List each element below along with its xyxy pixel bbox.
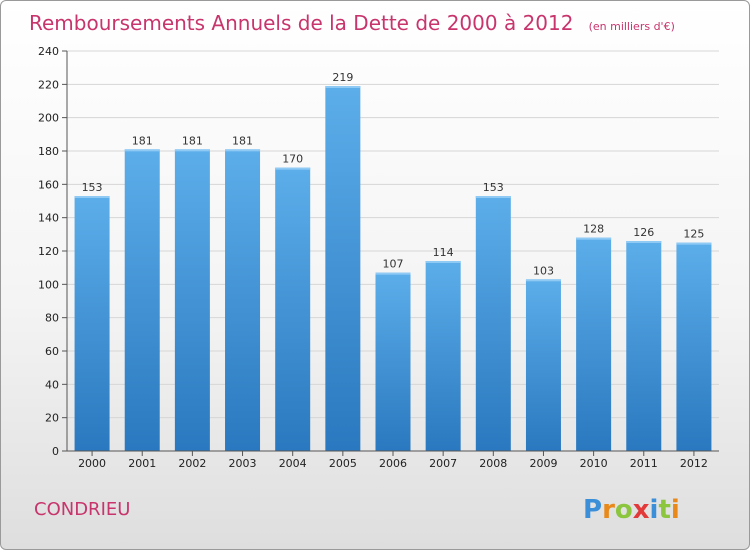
bar-top-highlight bbox=[425, 261, 461, 263]
logo-letter: i bbox=[650, 495, 659, 525]
bar-top-highlight bbox=[375, 272, 411, 275]
bar-top-highlight bbox=[225, 149, 261, 152]
data-label: 103 bbox=[533, 264, 554, 277]
data-label: 153 bbox=[82, 181, 103, 194]
bars: 153 181 181 181 170 219 107 114 153 103 128 126 125 bbox=[74, 71, 712, 452]
data-label: 126 bbox=[633, 226, 654, 239]
bar bbox=[74, 196, 110, 451]
bar bbox=[475, 196, 511, 451]
data-label: 219 bbox=[332, 71, 353, 84]
x-tick-label: 2002 bbox=[178, 457, 206, 470]
data-label: 181 bbox=[132, 134, 153, 147]
x-tick-label: 2000 bbox=[78, 457, 106, 470]
data-label: 114 bbox=[433, 246, 454, 259]
logo-letter: P bbox=[583, 495, 602, 525]
logo-letter: r bbox=[602, 495, 615, 525]
bar bbox=[576, 237, 612, 451]
data-label: 181 bbox=[232, 134, 253, 147]
x-tick-label: 2006 bbox=[379, 457, 407, 470]
data-label: 128 bbox=[583, 223, 604, 236]
y-tick-label: 140 bbox=[38, 212, 59, 225]
bar-top-highlight bbox=[174, 149, 210, 152]
data-label: 181 bbox=[182, 134, 203, 147]
y-tick-label: 80 bbox=[45, 312, 59, 325]
commune-name: CONDRIEU bbox=[34, 499, 130, 520]
logo-letter: t bbox=[658, 495, 670, 525]
bar bbox=[425, 261, 461, 451]
proxiti-logo: Proxiti bbox=[583, 495, 680, 525]
x-tick-label: 2003 bbox=[229, 457, 257, 470]
x-tick-label: 2001 bbox=[128, 457, 156, 470]
y-tick-label: 100 bbox=[38, 278, 59, 291]
chart-title: Remboursements Annuels de la Dette de 20… bbox=[29, 11, 675, 35]
y-tick-label: 20 bbox=[45, 412, 59, 425]
y-tick-label: 160 bbox=[38, 178, 59, 191]
data-label: 125 bbox=[683, 228, 704, 241]
y-tick-label: 60 bbox=[45, 345, 59, 358]
data-label: 153 bbox=[483, 181, 504, 194]
bar-top-highlight bbox=[275, 167, 311, 170]
bar-top-highlight bbox=[475, 196, 511, 198]
bar bbox=[525, 279, 561, 451]
data-label: 170 bbox=[282, 153, 303, 166]
bar-top-highlight bbox=[74, 196, 110, 198]
bar bbox=[174, 149, 210, 452]
x-tick-label: 2009 bbox=[529, 457, 557, 470]
bar bbox=[225, 149, 261, 452]
logo-letter: o bbox=[615, 495, 633, 525]
axes: 0 20 40 60 80 100 120 140 160 180 200 220 240 2000 200… bbox=[38, 45, 719, 470]
bar-top-highlight bbox=[576, 237, 612, 240]
bar bbox=[325, 86, 361, 451]
x-tick-label: 2004 bbox=[279, 457, 307, 470]
data-label: 107 bbox=[383, 258, 404, 271]
y-tick-label: 0 bbox=[52, 445, 59, 458]
x-tick-label: 2008 bbox=[479, 457, 507, 470]
x-tick-label: 2007 bbox=[429, 457, 457, 470]
x-tick-label: 2005 bbox=[329, 457, 357, 470]
bar-top-highlight bbox=[124, 149, 160, 152]
bar bbox=[676, 242, 712, 451]
y-tick-label: 220 bbox=[38, 78, 59, 91]
bar-top-highlight bbox=[676, 242, 712, 245]
bar-top-highlight bbox=[525, 279, 561, 282]
x-tick-label: 2011 bbox=[630, 457, 658, 470]
logo-letter: i bbox=[671, 495, 680, 525]
y-tick-label: 240 bbox=[38, 45, 59, 58]
bar bbox=[275, 167, 311, 451]
bar bbox=[124, 149, 160, 452]
bar bbox=[375, 272, 411, 451]
y-tick-label: 120 bbox=[38, 245, 59, 258]
bar bbox=[626, 241, 662, 451]
x-tick-label: 2010 bbox=[580, 457, 608, 470]
bar-top-highlight bbox=[626, 241, 662, 243]
y-tick-label: 40 bbox=[45, 378, 59, 391]
bar-top-highlight bbox=[325, 86, 361, 88]
y-tick-label: 180 bbox=[38, 145, 59, 158]
y-tick-label: 200 bbox=[38, 112, 59, 125]
x-tick-label: 2012 bbox=[680, 457, 708, 470]
logo-letter: x bbox=[633, 495, 650, 525]
